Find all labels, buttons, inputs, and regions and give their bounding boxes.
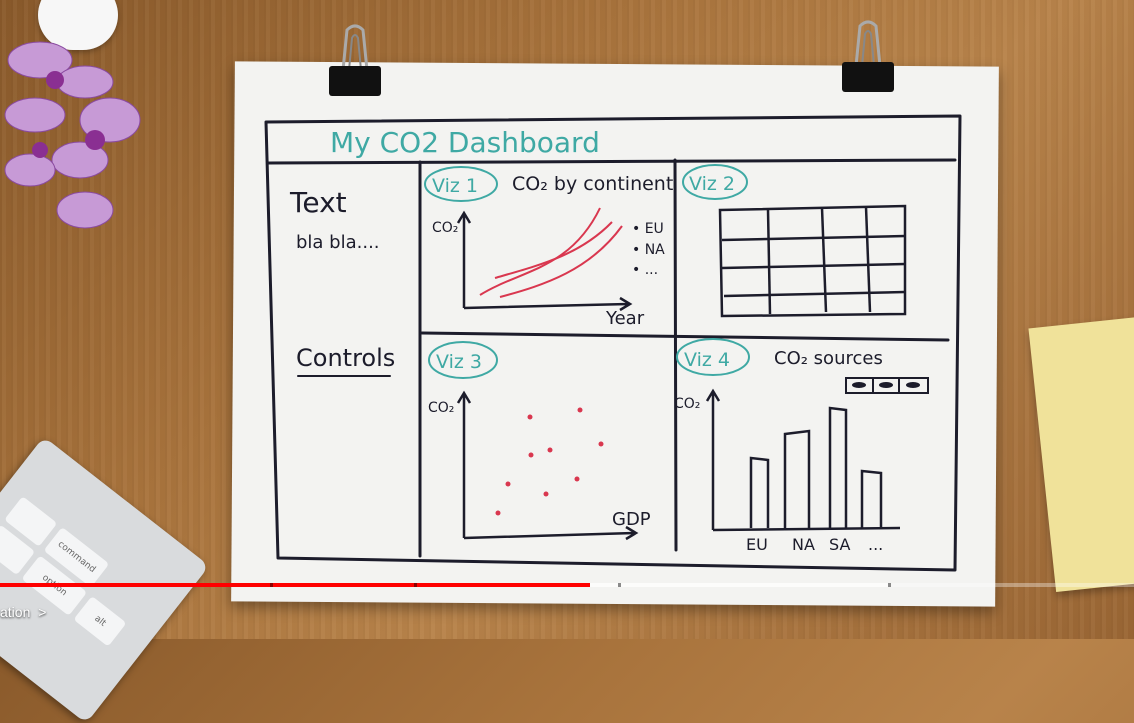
- viz3-y-label: CO₂: [428, 400, 454, 416]
- viz1-legend-more: • ...: [632, 262, 658, 278]
- viz4-bar-eu: [749, 456, 770, 528]
- viz4-title: CO₂ sources: [774, 348, 883, 369]
- sidebar-text-body: bla bla....: [296, 232, 380, 253]
- viz1-x-label: Year: [605, 308, 645, 329]
- chapter-marker: [618, 583, 621, 587]
- viz1-badge: Viz 1: [432, 175, 478, 197]
- viz1-legend-na: • NA: [632, 242, 665, 258]
- viz1-title: CO₂ by continent: [512, 173, 673, 195]
- viz1-badge-outline: [424, 166, 498, 202]
- viz2-badge-outline: [682, 164, 748, 200]
- viz1-line-1: [479, 207, 601, 296]
- chevron-right-icon: >: [38, 604, 47, 620]
- viz4-bar-na: [783, 429, 811, 528]
- progress-played: [0, 583, 590, 587]
- chapter-title: ation: [0, 604, 31, 620]
- viz4-badge-outline: [676, 338, 750, 376]
- dashboard-sketch: My CO2 Dashboard Text bla bla.... Contro…: [264, 114, 962, 572]
- viz1-line-3: [499, 225, 623, 298]
- viz4-category-na: NA: [792, 535, 815, 554]
- viz1-y-label: CO₂: [432, 220, 458, 236]
- viz3-badge: Viz 3: [436, 351, 482, 373]
- chapter-marker: [888, 583, 891, 587]
- flower-pot: [38, 0, 118, 50]
- viz4-badge: Viz 4: [684, 349, 730, 371]
- viz4-bar-sa: [828, 406, 848, 528]
- viz3-scatter-points: [495, 407, 604, 516]
- binder-clip-left-icon: [329, 24, 381, 96]
- dashboard-title: My CO2 Dashboard: [330, 126, 600, 159]
- video-progress-bar[interactable]: [0, 583, 1134, 587]
- orchid-flowers: [4, 41, 141, 229]
- viz1-legend-eu: • EU: [632, 221, 664, 237]
- viz2-table-grid: [718, 204, 907, 318]
- viz1-line-2: [494, 221, 613, 279]
- viz3-badge-outline: [428, 341, 498, 379]
- viz2-badge: Viz 2: [689, 173, 735, 195]
- viz3-x-label: GDP: [612, 509, 651, 530]
- chapter-marker: [270, 583, 273, 587]
- viz4-bar-other: [860, 469, 883, 528]
- viz4-category-eu: EU: [746, 535, 768, 554]
- progress-buffered: [590, 583, 890, 587]
- binder-clip-right-icon: [842, 20, 894, 92]
- chapter-title-button[interactable]: ation >: [0, 604, 46, 620]
- viz4-filter-buttons: [845, 377, 929, 394]
- viz4-y-label: CO₂: [674, 396, 700, 412]
- sidebar-text-heading: Text: [289, 186, 347, 219]
- viz4-category-sa: SA: [829, 535, 850, 554]
- sidebar-controls-label: Controls: [296, 344, 395, 372]
- viz4-category-more: ...: [868, 535, 883, 554]
- chapter-marker: [414, 583, 417, 587]
